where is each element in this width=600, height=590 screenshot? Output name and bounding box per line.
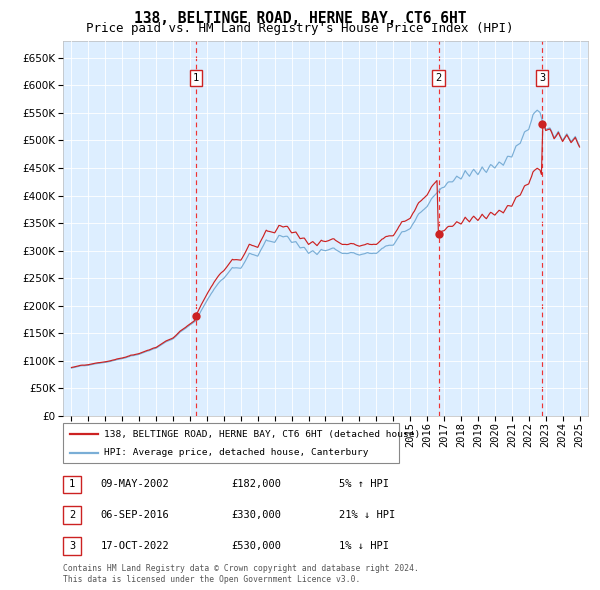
Text: 5% ↑ HPI: 5% ↑ HPI <box>339 480 389 489</box>
Text: £182,000: £182,000 <box>231 480 281 489</box>
Text: £530,000: £530,000 <box>231 541 281 550</box>
Text: 17-OCT-2022: 17-OCT-2022 <box>101 541 170 550</box>
Text: Price paid vs. HM Land Registry's House Price Index (HPI): Price paid vs. HM Land Registry's House … <box>86 22 514 35</box>
Text: Contains HM Land Registry data © Crown copyright and database right 2024.: Contains HM Land Registry data © Crown c… <box>63 565 419 573</box>
Text: 06-SEP-2016: 06-SEP-2016 <box>101 510 170 520</box>
Text: 09-MAY-2002: 09-MAY-2002 <box>101 480 170 489</box>
Text: 3: 3 <box>539 73 545 83</box>
Text: 2: 2 <box>436 73 442 83</box>
Text: 138, BELTINGE ROAD, HERNE BAY, CT6 6HT: 138, BELTINGE ROAD, HERNE BAY, CT6 6HT <box>134 11 466 25</box>
Text: HPI: Average price, detached house, Canterbury: HPI: Average price, detached house, Cant… <box>104 448 368 457</box>
Text: 1: 1 <box>69 480 75 489</box>
Text: 2: 2 <box>69 510 75 520</box>
Text: 1% ↓ HPI: 1% ↓ HPI <box>339 541 389 550</box>
Text: 21% ↓ HPI: 21% ↓ HPI <box>339 510 395 520</box>
Text: £330,000: £330,000 <box>231 510 281 520</box>
Text: 1: 1 <box>193 73 199 83</box>
Text: 3: 3 <box>69 541 75 550</box>
Text: This data is licensed under the Open Government Licence v3.0.: This data is licensed under the Open Gov… <box>63 575 361 584</box>
Text: 138, BELTINGE ROAD, HERNE BAY, CT6 6HT (detached house): 138, BELTINGE ROAD, HERNE BAY, CT6 6HT (… <box>104 430 420 439</box>
